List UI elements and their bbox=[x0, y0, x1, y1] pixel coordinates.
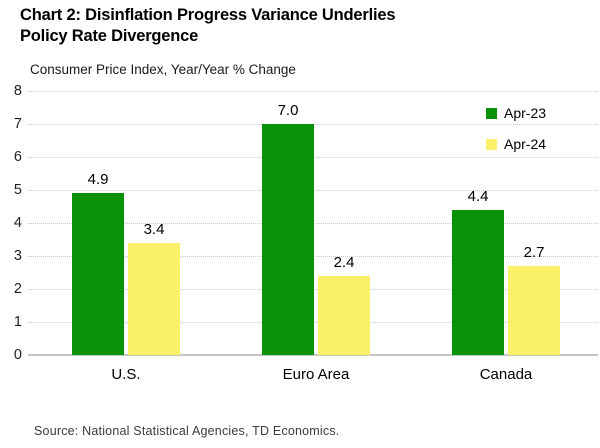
value-label-apr-24-u-s: 3.4 bbox=[143, 220, 165, 238]
x-axis-baseline bbox=[28, 354, 598, 356]
bar-apr-24-canada bbox=[508, 265, 560, 355]
y-tick-label-2: 2 bbox=[13, 281, 22, 297]
chart-subtitle: Consumer Price Index, Year/Year % Change bbox=[30, 62, 296, 77]
y-tick-label-1: 1 bbox=[13, 314, 22, 330]
value-label-apr-24-euro-area: 2.4 bbox=[333, 253, 355, 271]
legend-item-apr-24: Apr-24 bbox=[486, 133, 546, 155]
bar-apr-23-u-s bbox=[72, 193, 124, 355]
y-tick-label-6: 6 bbox=[13, 149, 22, 165]
category-label-u-s: U.S. bbox=[111, 366, 141, 383]
chart-title-line-1: Chart 2: Disinflation Progress Variance … bbox=[20, 6, 396, 24]
bar-apr-23-euro-area bbox=[262, 124, 314, 355]
chart-title: Chart 2: Disinflation Progress Variance … bbox=[20, 5, 396, 47]
legend-swatch-apr-24 bbox=[486, 138, 497, 150]
legend-label-apr-23: Apr-23 bbox=[504, 105, 547, 121]
value-label-apr-23-u-s: 4.9 bbox=[87, 171, 109, 189]
source-note: Source: National Statistical Agencies, T… bbox=[34, 424, 340, 438]
value-label-apr-24-canada: 2.7 bbox=[523, 243, 545, 261]
y-tick-label-4: 4 bbox=[13, 215, 22, 231]
y-tick-label-7: 7 bbox=[13, 116, 22, 132]
legend-item-apr-23: Apr-23 bbox=[486, 102, 546, 124]
value-label-apr-23-euro-area: 7.0 bbox=[277, 102, 299, 119]
y-tick-label-3: 3 bbox=[13, 248, 22, 264]
bar-apr-24-u-s bbox=[128, 242, 180, 355]
chart-title-line-2: Policy Rate Divergence bbox=[20, 27, 199, 45]
y-tick-label-8: 8 bbox=[13, 83, 22, 99]
gridline-8 bbox=[28, 91, 598, 92]
category-label-canada: Canada bbox=[479, 366, 533, 383]
legend-swatch-apr-23 bbox=[486, 107, 497, 119]
category-label-euro-area: Euro Area bbox=[282, 366, 350, 383]
bar-apr-24-euro-area bbox=[318, 275, 370, 355]
y-tick-label-0: 0 bbox=[13, 347, 22, 363]
legend-label-apr-24: Apr-24 bbox=[504, 136, 547, 152]
y-tick-label-5: 5 bbox=[13, 182, 22, 198]
value-label-apr-23-canada: 4.4 bbox=[467, 187, 489, 205]
bar-apr-23-canada bbox=[452, 209, 504, 355]
